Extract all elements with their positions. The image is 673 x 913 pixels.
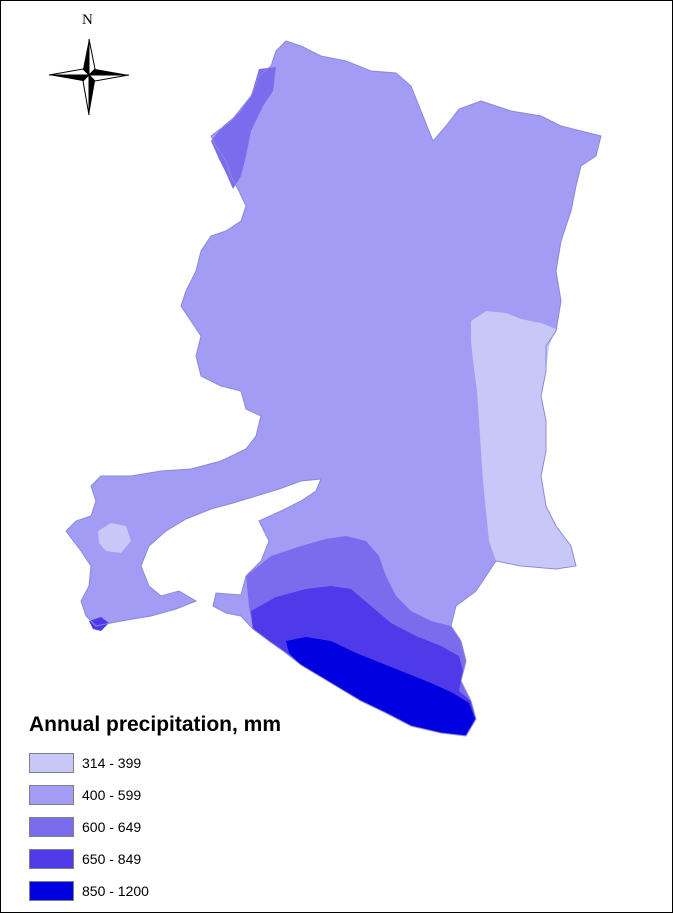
compass-rose-icon [48, 38, 130, 116]
legend-swatch [29, 849, 74, 869]
legend-label: 400 - 599 [82, 787, 142, 803]
legend-swatch [29, 817, 74, 837]
zone-850-1200-south [286, 637, 475, 735]
zone-650-849-southwest [89, 617, 109, 631]
zone-400-599 [66, 41, 601, 736]
zone-314-399-west [98, 523, 131, 553]
legend-swatch [29, 753, 74, 773]
zone-314-399-east [471, 311, 576, 569]
legend-label: 650 - 849 [82, 851, 142, 867]
legend-label: 314 - 399 [82, 755, 142, 771]
legend-swatch [29, 785, 74, 805]
north-label: N [82, 12, 93, 28]
legend-title: Annual precipitation, mm [29, 713, 282, 736]
legend-label: 850 - 1200 [82, 883, 149, 899]
legend-label: 600 - 649 [82, 819, 142, 835]
zone-600-649-northwest [211, 67, 276, 189]
region-outline [65, 40, 602, 737]
legend-swatch [29, 881, 74, 901]
